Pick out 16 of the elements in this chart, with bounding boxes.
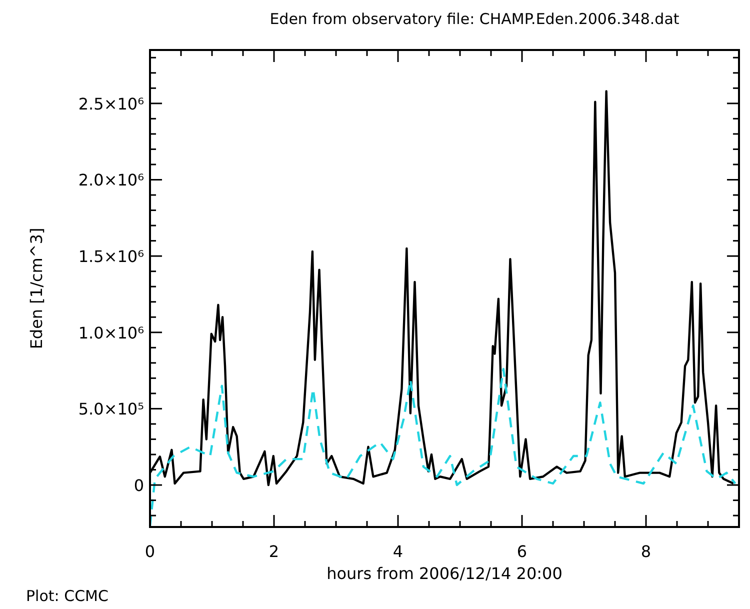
x-tick-label: 2: [268, 542, 280, 561]
x-tick-label: 4: [392, 542, 404, 561]
x-tick-label: 6: [516, 542, 528, 561]
y-tick-label: 5.0×10⁵: [78, 400, 144, 419]
line-series: [148, 368, 736, 528]
y-tick-label: 1.0×10⁶: [78, 323, 144, 342]
x-axis-title: hours from 2006/12/14 20:00: [326, 564, 562, 583]
x-tick-label: 0: [144, 542, 156, 561]
y-tick-label: 2.0×10⁶: [78, 170, 144, 190]
y-tick-label: 1.5×10⁶: [78, 247, 144, 266]
y-tick-label: 0: [134, 476, 144, 496]
y-tick-label: 2.5×10⁶: [78, 94, 144, 114]
chart-title: Eden from observatory file: CHAMP.Eden.2006.348.dat: [270, 10, 680, 28]
x-tick-label: 8: [640, 542, 652, 561]
y-axis-title: Eden [1/cm^3]: [27, 228, 46, 350]
text: Plot: CCMC: [26, 587, 108, 605]
